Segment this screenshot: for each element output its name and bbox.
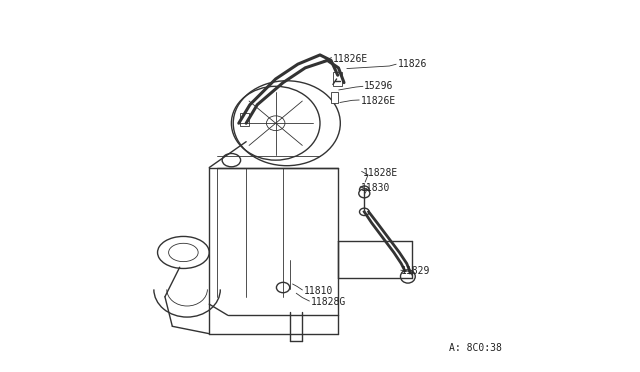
Text: A: 8C0:38: A: 8C0:38	[449, 343, 502, 353]
Text: 11828E: 11828E	[362, 168, 397, 178]
Text: 11826E: 11826E	[333, 54, 368, 64]
Text: 11829: 11829	[401, 266, 431, 276]
Text: 11826E: 11826E	[360, 96, 396, 106]
Ellipse shape	[401, 270, 415, 283]
Ellipse shape	[266, 116, 285, 131]
Ellipse shape	[359, 189, 370, 198]
Text: 11826: 11826	[397, 59, 427, 69]
Ellipse shape	[360, 186, 369, 193]
Text: 11828G: 11828G	[311, 297, 346, 307]
Text: 11830: 11830	[360, 183, 390, 193]
FancyBboxPatch shape	[333, 72, 342, 86]
Text: 11810: 11810	[303, 286, 333, 296]
Ellipse shape	[360, 208, 369, 215]
FancyBboxPatch shape	[331, 92, 339, 103]
FancyBboxPatch shape	[240, 113, 249, 126]
Ellipse shape	[222, 154, 241, 167]
Text: 15296: 15296	[364, 81, 394, 91]
Ellipse shape	[232, 86, 320, 160]
Ellipse shape	[276, 282, 290, 293]
